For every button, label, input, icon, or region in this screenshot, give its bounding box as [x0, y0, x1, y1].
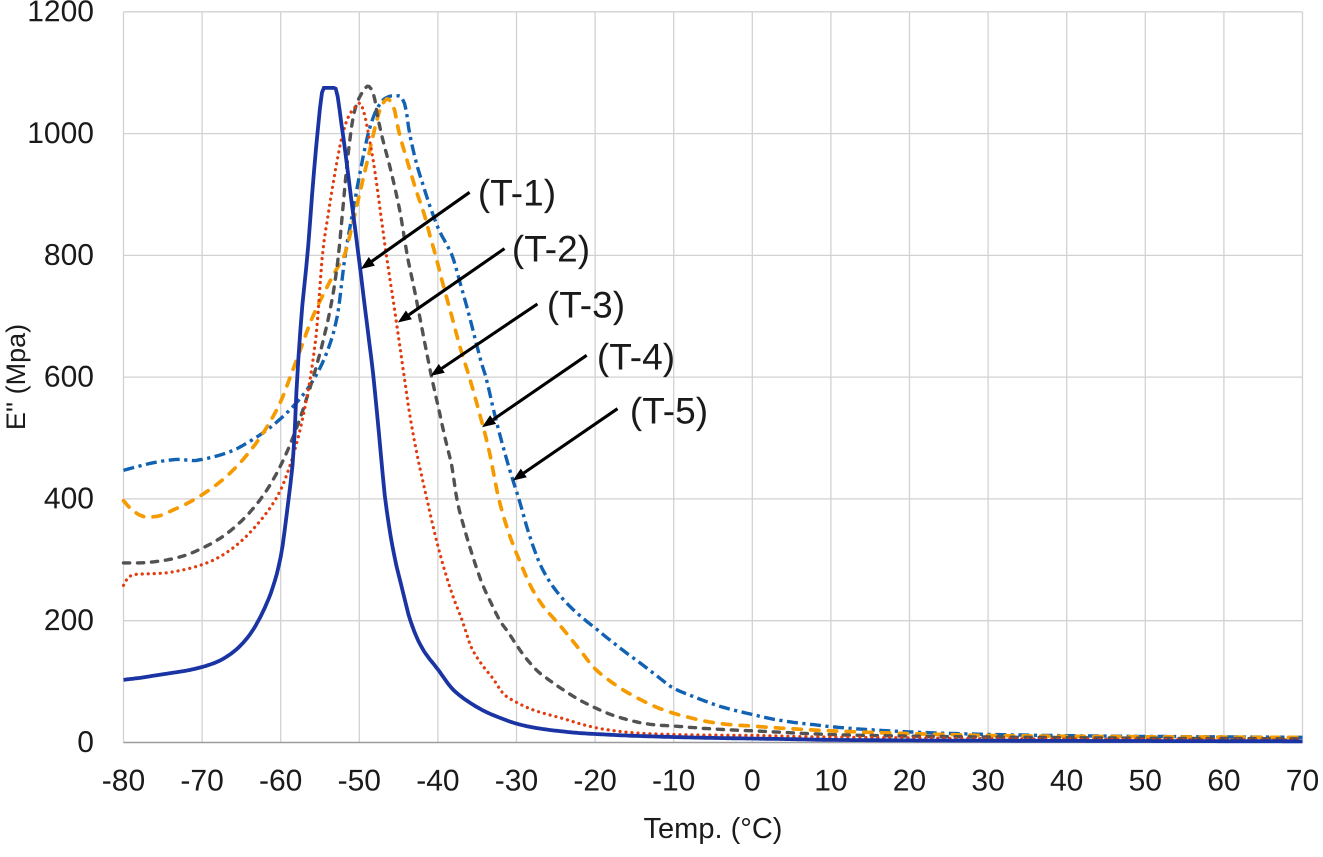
svg-text:-30: -30 [495, 764, 538, 797]
svg-text:1000: 1000 [27, 117, 94, 150]
svg-text:600: 600 [44, 361, 94, 394]
svg-text:(T-5): (T-5) [630, 390, 708, 431]
svg-text:40: 40 [1050, 764, 1083, 797]
svg-text:1200: 1200 [27, 0, 94, 28]
svg-text:Temp. (°C): Temp. (°C) [644, 813, 783, 845]
svg-text:(T-1): (T-1) [478, 172, 556, 213]
svg-text:-70: -70 [180, 764, 223, 797]
svg-text:20: 20 [893, 764, 926, 797]
svg-text:-60: -60 [259, 764, 302, 797]
svg-text:200: 200 [44, 604, 94, 637]
svg-text:(T-4): (T-4) [597, 336, 675, 377]
svg-text:10: 10 [814, 764, 847, 797]
svg-text:-20: -20 [573, 764, 616, 797]
svg-text:0: 0 [77, 726, 94, 759]
svg-text:-40: -40 [416, 764, 459, 797]
svg-text:0: 0 [744, 764, 761, 797]
svg-text:-50: -50 [338, 764, 381, 797]
svg-text:50: 50 [1129, 764, 1162, 797]
svg-text:30: 30 [971, 764, 1004, 797]
svg-text:E'' (Mpa): E'' (Mpa) [1, 324, 31, 430]
svg-text:70: 70 [1286, 764, 1319, 797]
svg-text:60: 60 [1207, 764, 1240, 797]
svg-text:-10: -10 [652, 764, 695, 797]
svg-text:(T-2): (T-2) [512, 228, 590, 269]
svg-text:800: 800 [44, 239, 94, 272]
svg-text:(T-3): (T-3) [547, 284, 625, 325]
svg-text:400: 400 [44, 482, 94, 515]
svg-text:-80: -80 [102, 764, 145, 797]
